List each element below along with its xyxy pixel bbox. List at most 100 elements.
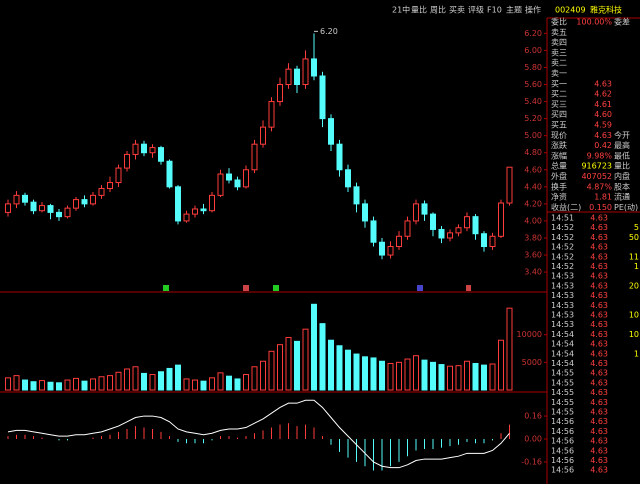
candle-body — [158, 147, 164, 162]
quote-label: 股本 — [614, 181, 630, 191]
tick-price: 4.63 — [590, 214, 608, 223]
event-icon — [417, 285, 423, 291]
volume-bar — [311, 303, 317, 391]
tick-volume: 10 — [629, 311, 639, 320]
candle-body — [362, 203, 368, 222]
volume-bar — [234, 378, 241, 391]
volume-bar — [183, 378, 190, 391]
tick-price: 4.63 — [590, 398, 608, 407]
candle-body — [472, 216, 479, 235]
quote-label: 今开 — [614, 130, 630, 140]
tick-price: 4.63 — [590, 349, 608, 358]
volume-bar — [302, 328, 309, 391]
quote-label: 买五 — [551, 121, 567, 130]
tick-price: 4.63 — [590, 320, 608, 329]
quote-value: 1.81 — [594, 193, 612, 202]
tick-time: 14:55 — [551, 369, 574, 378]
volume-bar — [5, 377, 11, 391]
volume-bar — [319, 323, 326, 391]
toolbar-button[interactable]: 21中 — [392, 5, 410, 15]
candle-body — [22, 194, 28, 203]
candle-body — [387, 246, 394, 256]
event-icon — [466, 285, 471, 291]
tick-price: 4.63 — [590, 233, 608, 242]
candle-body — [506, 166, 513, 204]
tick-time: 14:51 — [551, 214, 574, 223]
quote-value: 916723 — [581, 162, 612, 171]
toolbar-button[interactable]: 周比 — [430, 5, 446, 15]
toolbar-button[interactable]: F10 — [487, 6, 502, 15]
tick-time: 14:52 — [551, 252, 574, 261]
event-icon — [273, 285, 279, 291]
y-tick-label: 0.00 — [524, 435, 542, 444]
event-icons — [163, 285, 471, 291]
candle-body — [39, 205, 45, 212]
candle-body — [209, 194, 215, 212]
volume-bar — [260, 360, 266, 391]
tick-time: 14:53 — [551, 291, 574, 300]
tick-time: 14:53 — [551, 311, 574, 320]
quote-label: 卖二 — [551, 59, 567, 68]
quote-label: 卖三 — [551, 48, 567, 57]
quote-value: 407052 — [581, 172, 612, 181]
volume-bar — [404, 358, 411, 391]
y-tick-label: 3.60 — [524, 251, 542, 260]
quote-label: 卖五 — [551, 28, 567, 37]
y-tick-label: 5.20 — [524, 114, 542, 123]
toolbar-button[interactable]: 量比 — [411, 5, 427, 15]
candle-body — [81, 199, 88, 205]
tick-price: 4.63 — [590, 252, 608, 261]
candle-body — [243, 169, 249, 188]
tick-time: 14:54 — [551, 349, 574, 358]
tick-time: 14:54 — [551, 340, 574, 349]
quote-label: 买三 — [551, 100, 567, 109]
candle-body — [30, 201, 37, 212]
y-tick-label: 3.40 — [524, 268, 542, 277]
candle-body — [404, 220, 411, 237]
candle-body — [226, 173, 232, 181]
toolbar-button[interactable]: 买卖 — [449, 6, 465, 15]
quote-label: 换手 — [551, 181, 567, 191]
quote-value: 0.42 — [594, 141, 612, 150]
quote-value: 0.150 — [589, 203, 612, 212]
tick-time: 14:56 — [551, 446, 574, 455]
toolbar-button[interactable]: 主题 — [506, 5, 522, 15]
quote-label: 买二 — [551, 90, 567, 99]
volume-bar — [430, 361, 436, 391]
candle-body — [481, 233, 487, 248]
volume-bar — [30, 381, 37, 391]
candle-body — [260, 126, 266, 145]
quote-label: 委差 — [614, 17, 630, 27]
y-tick-label: 5.00 — [524, 131, 542, 140]
volume-bar — [149, 374, 156, 391]
candle-body — [353, 186, 360, 205]
candle-body — [47, 205, 54, 213]
candle-body — [132, 143, 139, 155]
quote-value: 4.59 — [594, 121, 612, 130]
volume-bar — [413, 355, 419, 391]
volume-bar — [175, 364, 181, 391]
volume-bar — [455, 365, 462, 391]
quote-label: 现价 — [551, 131, 567, 140]
y-tick-label: 5.60 — [524, 80, 542, 89]
quote-label: 委比 — [551, 17, 567, 27]
candle-body — [90, 194, 96, 205]
y-tick-label: 5000 — [522, 358, 542, 367]
tick-time: 14:53 — [551, 281, 574, 290]
candle-body — [379, 241, 385, 256]
tick-time: 14:56 — [551, 427, 574, 436]
volume-bar — [200, 380, 207, 391]
candle-body — [56, 211, 62, 218]
tick-price: 4.63 — [590, 388, 608, 397]
tick-time: 14:52 — [551, 233, 574, 242]
candle-body — [5, 203, 11, 213]
volume-bar — [285, 336, 292, 391]
quote-label: 净资 — [551, 192, 567, 202]
toolbar-button[interactable]: 评级 — [468, 5, 484, 15]
toolbar-button[interactable]: 操作 — [525, 5, 541, 15]
candle-body — [421, 203, 428, 215]
candle-body — [149, 147, 156, 154]
tick-price: 4.63 — [590, 427, 608, 436]
quote-value: 9.98% — [587, 151, 613, 160]
